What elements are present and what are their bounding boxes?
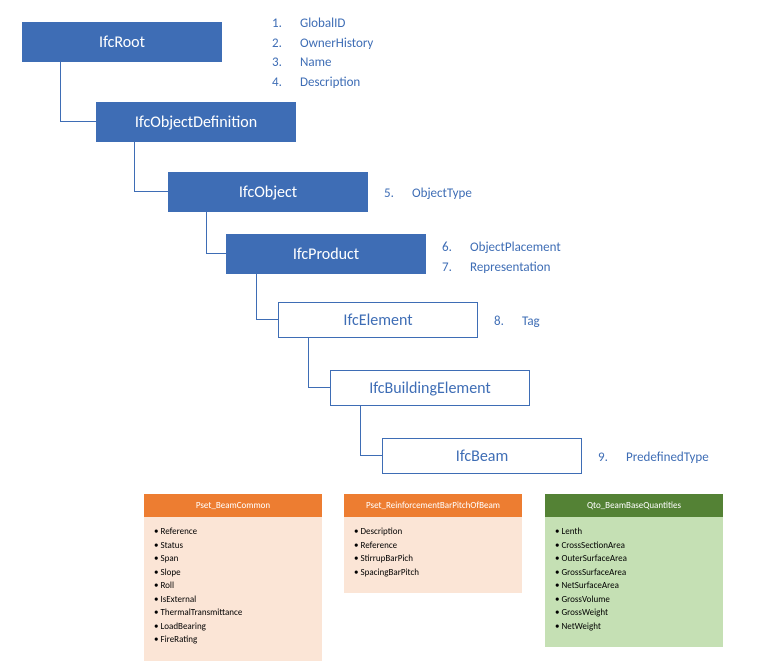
attribute-item: 8.Tag [494,312,540,332]
attribute-number: 1. [272,14,300,34]
attribute-item: 4.Description [272,73,373,93]
attribute-number: 9. [598,448,626,468]
panel-item: SpacingBarPitch [354,566,512,580]
panel-body: LenthCrossSectionAreaOuterSurfaceAreaGro… [545,517,723,647]
node-ifcbuildingelement: IfcBuildingElement [330,370,530,406]
attribute-item: 9.PredefinedType [598,448,709,468]
panel-item: LoadBearing [154,620,312,634]
panel-p2: Qto_BeamBaseQuantitiesLenthCrossSectionA… [545,494,723,647]
attribute-label: PredefinedType [626,448,709,468]
connector-3 [256,274,278,320]
attribute-item: 1.GlobalID [272,14,373,34]
panel-item: NetSurfaceArea [555,579,713,593]
node-label: IfcProduct [293,245,359,264]
connector-5 [360,406,382,456]
attribute-number: 5. [384,184,412,204]
attribute-label: OwnerHistory [300,34,373,54]
panel-item: OuterSurfaceArea [555,552,713,566]
attribute-item: 6.ObjectPlacement [442,238,561,258]
panel-item: ThermalTransmittance [154,606,312,620]
attributes-root: 1.GlobalID2.OwnerHistory3.Name4.Descript… [272,14,373,92]
panel-item: CrossSectionArea [555,539,713,553]
node-label: IfcBeam [456,447,508,466]
panel-header: Pset_ReinforcementBarPitchOfBeam [344,494,522,517]
panel-item: FireRating [154,633,312,647]
attribute-number: 2. [272,34,300,54]
connector-2 [206,212,226,254]
attribute-item: 5.ObjectType [384,184,472,204]
node-ifcobjectdefinition: IfcObjectDefinition [96,102,296,142]
attribute-item: 7.Representation [442,258,561,278]
panel-item: GrossWeight [555,606,713,620]
attribute-item: 2.OwnerHistory [272,34,373,54]
connector-4 [308,338,330,388]
attributes-object: 5.ObjectType [384,184,472,204]
panel-item: Lenth [555,525,713,539]
panel-header: Qto_BeamBaseQuantities [545,494,723,517]
node-label: IfcElement [343,311,412,330]
node-ifcbeam: IfcBeam [382,438,582,474]
attribute-label: Description [300,73,360,93]
attribute-item: 3.Name [272,53,373,73]
attribute-label: GlobalID [300,14,345,34]
panel-p0: Pset_BeamCommonReferenceStatusSpanSlopeR… [144,494,322,661]
panel-item: Reference [154,525,312,539]
panel-item: Description [354,525,512,539]
panel-body: ReferenceStatusSpanSlopeRollIsExternalTh… [144,517,322,661]
panel-item: NetWeight [555,620,713,634]
node-ifcproduct: IfcProduct [226,234,426,274]
panel-body: DescriptionReferenceStirrupBarPichSpacin… [344,517,522,593]
panel-p1: Pset_ReinforcementBarPitchOfBeamDescript… [344,494,522,593]
attribute-number: 3. [272,53,300,73]
attributes-beam: 9.PredefinedType [598,448,709,468]
attribute-label: ObjectType [412,184,472,204]
panel-item: Span [154,552,312,566]
panel-item: Reference [354,539,512,553]
node-ifcroot: IfcRoot [22,22,222,62]
node-ifcobject: IfcObject [168,172,368,212]
node-label: IfcRoot [99,33,145,52]
attribute-number: 6. [442,238,470,258]
attributes-product: 6.ObjectPlacement7.Representation [442,238,561,277]
panel-item: Slope [154,566,312,580]
node-label: IfcObjectDefinition [135,113,257,132]
attribute-label: ObjectPlacement [470,238,561,258]
node-label: IfcBuildingElement [369,379,491,398]
panel-header: Pset_BeamCommon [144,494,322,517]
attributes-element: 8.Tag [494,312,540,332]
attribute-label: Representation [470,258,550,278]
attribute-number: 4. [272,73,300,93]
panel-item: GrossSurfaceArea [555,566,713,580]
node-ifcelement: IfcElement [278,302,478,338]
panel-item: Roll [154,579,312,593]
attribute-label: Tag [522,312,540,332]
panel-item: Status [154,539,312,553]
connector-0 [60,62,96,122]
panel-item: StirrupBarPich [354,552,512,566]
attribute-number: 7. [442,258,470,278]
connector-1 [134,142,168,192]
attribute-number: 8. [494,312,522,332]
panel-item: GrossVolume [555,593,713,607]
node-label: IfcObject [239,183,297,202]
panel-item: IsExternal [154,593,312,607]
attribute-label: Name [300,53,331,73]
